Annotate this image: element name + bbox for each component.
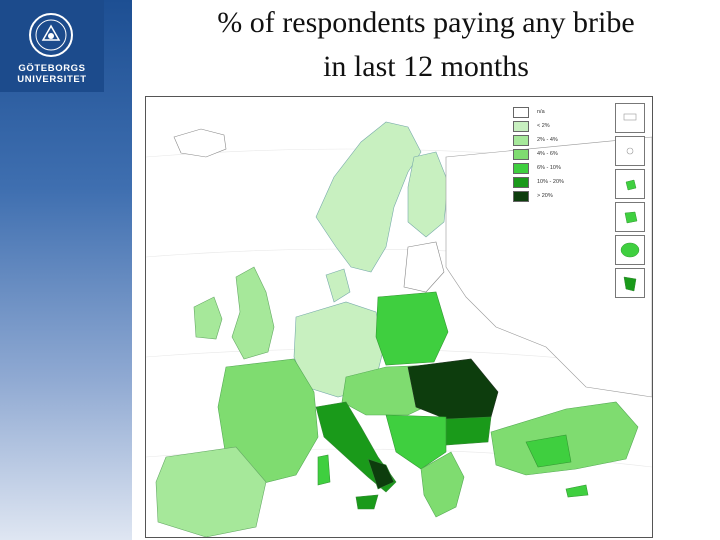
legend-item: 4% - 6% — [513, 147, 605, 161]
legend-label: 10% - 20% — [537, 179, 564, 185]
region-balkans — [385, 414, 447, 470]
legend-label: > 20% — [537, 193, 553, 199]
region-turkey-east — [525, 434, 572, 468]
legend-item: 2% - 4% — [513, 133, 605, 147]
europe-map: n/a < 2% 2% - 4% 4% - 6% 6% - 10% 10% - … — [145, 96, 653, 538]
region-baltics — [403, 241, 445, 293]
university-logo: GÖTEBORGS UNIVERSITET — [0, 0, 104, 92]
legend-swatch — [513, 106, 529, 118]
page-title-line-1: % of respondents paying any bribe — [217, 6, 635, 39]
region-uk — [231, 266, 275, 360]
logo-line-2: UNIVERSITET — [17, 74, 87, 85]
region-italy-south — [367, 458, 395, 490]
inset-map — [615, 103, 645, 133]
region-finland — [407, 151, 449, 238]
logo-line-1: GÖTEBORGS — [18, 63, 86, 74]
legend-swatch — [513, 134, 529, 146]
legend-label: 2% - 4% — [537, 137, 558, 143]
region-norway-sweden — [315, 121, 422, 273]
region-greece — [420, 451, 465, 518]
legend-swatch — [513, 148, 529, 160]
inset-map — [615, 268, 645, 298]
inset-map — [615, 169, 645, 199]
legend-item: > 20% — [513, 189, 605, 203]
region-france — [217, 358, 319, 486]
region-poland — [375, 291, 449, 366]
legend-swatch — [513, 190, 529, 202]
legend-label: n/a — [537, 109, 545, 115]
legend-item: < 2% — [513, 119, 605, 133]
region-cyprus — [565, 484, 589, 498]
region-bulgaria — [445, 416, 492, 446]
region-iberia — [155, 446, 267, 537]
legend-item: n/a — [513, 105, 605, 119]
inset-map — [615, 235, 645, 265]
legend-item: 10% - 20% — [513, 175, 605, 189]
region-denmark — [325, 268, 351, 303]
page-title-line-2: in last 12 months — [323, 50, 529, 83]
map-canvas — [146, 121, 652, 537]
seal-icon — [29, 13, 73, 57]
legend-label: < 2% — [537, 123, 550, 129]
region-ireland — [193, 296, 223, 340]
inset-map — [615, 202, 645, 232]
legend-label: 6% - 10% — [537, 165, 561, 171]
region-romania — [407, 358, 499, 420]
legend-swatch — [513, 176, 529, 188]
region-iceland — [173, 128, 227, 158]
inset-map — [615, 136, 645, 166]
region-sicily — [355, 494, 379, 510]
map-insets — [615, 103, 645, 301]
legend-label: 4% - 6% — [537, 151, 558, 157]
legend-item: 6% - 10% — [513, 161, 605, 175]
legend-swatch — [513, 120, 529, 132]
map-legend: n/a < 2% 2% - 4% 4% - 6% 6% - 10% 10% - … — [513, 105, 605, 203]
region-east — [445, 136, 652, 398]
region-sardinia — [317, 454, 331, 486]
legend-swatch — [513, 162, 529, 174]
